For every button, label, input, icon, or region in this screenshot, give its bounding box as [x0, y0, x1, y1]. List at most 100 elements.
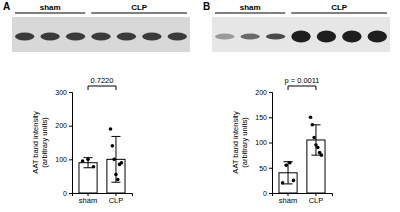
y-tick-label: 100 — [255, 139, 267, 146]
y-tick-mark — [269, 143, 272, 144]
error-bar — [84, 158, 93, 168]
blot-group-label: CLP — [331, 3, 348, 12]
error-cap — [284, 183, 293, 184]
blot-band — [117, 33, 136, 41]
blot-band — [240, 34, 259, 40]
data-point — [281, 181, 285, 185]
y-axis-title-line: AAT band intensity — [231, 111, 240, 174]
y-tick-label: 0 — [63, 190, 67, 197]
x-tick: CLP — [109, 193, 124, 205]
blot-band — [317, 31, 336, 43]
blot-background — [12, 17, 190, 52]
data-point — [311, 123, 315, 127]
y-tick-label: 200 — [255, 89, 267, 96]
error-cap — [84, 167, 93, 168]
data-point — [114, 173, 118, 177]
panel-letter: B — [203, 1, 210, 12]
error-bar — [111, 136, 120, 182]
data-point — [120, 161, 124, 165]
y-tick-mark — [269, 117, 272, 118]
x-tick: sham — [79, 193, 97, 205]
blot-background — [212, 17, 390, 52]
p-value: p = 0.0011 — [284, 76, 319, 85]
y-tick: 300 — [55, 89, 72, 96]
error-cap — [111, 136, 120, 137]
error-line — [315, 125, 316, 155]
y-tick: 150 — [255, 114, 272, 121]
blot-band — [168, 33, 187, 41]
y-tick-mark — [69, 92, 72, 93]
blot-band — [142, 33, 161, 41]
data-point — [316, 146, 320, 150]
blot-band — [291, 31, 310, 43]
data-point — [309, 115, 313, 119]
blot-group-line — [291, 13, 387, 14]
error-bar — [311, 125, 320, 155]
x-tick-label: CLP — [309, 196, 324, 205]
y-tick-label: 50 — [259, 164, 267, 171]
data-point — [284, 163, 288, 167]
data-point — [109, 127, 113, 131]
y-tick: 200 — [255, 89, 272, 96]
x-tick-label: sham — [79, 196, 97, 205]
y-tick-mark — [269, 193, 272, 194]
y-axis-title-line: (arbitrary units) — [40, 117, 49, 168]
y-tick-label: 150 — [255, 114, 267, 121]
y-axis: 0 50 100 150 200 — [255, 89, 272, 197]
blot-group-label: sham — [240, 3, 261, 12]
y-tick-mark — [69, 159, 72, 160]
y-tick: 0 — [263, 190, 272, 197]
blot-group-line — [91, 13, 187, 14]
panel: Bsham CLP 0 50 100 150 200 sham CLP AAT band inte… — [203, 1, 390, 205]
data-point — [292, 179, 296, 183]
plot-marks — [79, 127, 125, 193]
y-axis-line — [269, 93, 273, 194]
p-value: 0.7220 — [91, 76, 114, 85]
data-point — [112, 158, 116, 162]
x-tick: CLP — [309, 193, 324, 205]
x-axis: sham CLP — [273, 193, 333, 205]
significance-bracket — [88, 86, 116, 90]
blot-band — [215, 34, 234, 40]
y-tick-label: 200 — [55, 122, 67, 129]
panel-letter: A — [3, 1, 10, 12]
data-point — [92, 165, 96, 169]
y-tick-label: 0 — [263, 190, 267, 197]
panel: AshamCLP0100200300shamCLPAAT band intens… — [3, 1, 190, 205]
x-axis: sham CLP — [73, 193, 133, 205]
error-cap — [111, 182, 120, 183]
figure: Asham CLP 0 100 200 300 sham CLP AAT band intens… — [0, 0, 400, 212]
y-tick: 100 — [255, 139, 272, 146]
data-point — [116, 178, 120, 182]
y-axis: 0 100 200 300 — [55, 89, 72, 197]
blot-band — [266, 34, 285, 40]
data-point — [312, 136, 316, 140]
y-axis-line — [69, 93, 73, 194]
blot-band — [66, 33, 85, 41]
data-point — [111, 144, 115, 148]
y-tick-mark — [269, 92, 272, 93]
data-point — [81, 159, 85, 163]
y-tick-mark — [69, 193, 72, 194]
y-tick-label: 100 — [55, 156, 67, 163]
x-tick: sham — [279, 193, 297, 205]
blot-group-line — [15, 13, 85, 14]
x-tick-label: CLP — [109, 196, 124, 205]
blot-band — [368, 31, 387, 43]
data-point — [288, 161, 292, 165]
blot-band — [40, 33, 59, 41]
blot-group-label: sham — [40, 3, 61, 12]
y-tick-mark — [69, 126, 72, 127]
y-tick: 200 — [55, 122, 72, 129]
blot-band — [15, 33, 34, 41]
y-axis-title-line: (arbitrary units) — [240, 117, 249, 168]
x-tick-label: sham — [279, 196, 297, 205]
error-bar — [284, 162, 293, 184]
y-tick: 0 — [63, 190, 72, 197]
data-point — [86, 158, 90, 162]
y-tick-mark — [269, 168, 272, 169]
y-axis-title-line: AAT band intensity — [31, 111, 40, 174]
y-axis-title: AAT band intensity(arbitrary units) — [31, 111, 49, 174]
significance-bracket — [288, 86, 316, 90]
y-tick-label: 300 — [55, 89, 67, 96]
